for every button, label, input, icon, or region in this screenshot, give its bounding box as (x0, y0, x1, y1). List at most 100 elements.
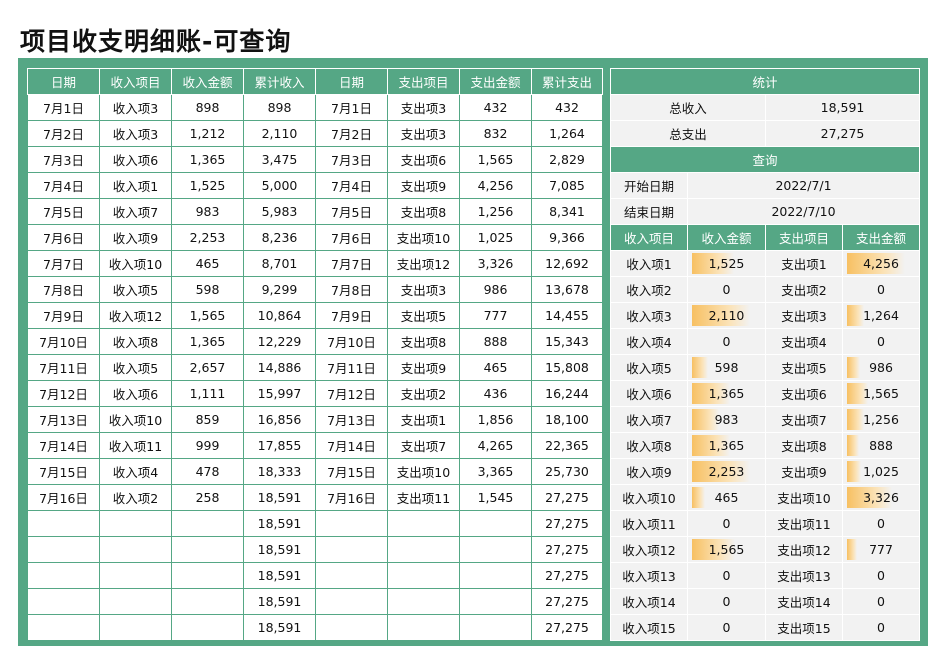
col-date-expense-cell[interactable] (315, 588, 388, 615)
col-income-amount-cell[interactable]: 2,657 (171, 354, 244, 381)
col-income-item-cell[interactable]: 收入项4 (99, 458, 172, 485)
col-income-cumulative-cell[interactable]: 5,983 (243, 198, 316, 225)
col-expense-amount-cell[interactable]: 832 (459, 120, 532, 147)
col-income-amount-cell[interactable] (171, 510, 244, 537)
col-date-expense-cell[interactable]: 7月4日 (315, 172, 388, 199)
query-expense-amount[interactable]: 0 (841, 510, 921, 537)
query-income-amount[interactable]: 1,365 (687, 380, 766, 407)
col-expense-amount-cell[interactable] (459, 510, 532, 537)
col-date-expense-cell[interactable]: 7月3日 (315, 146, 388, 173)
col-income-amount-cell[interactable] (171, 562, 244, 589)
query-income-amount[interactable]: 2,110 (687, 302, 766, 329)
query-income-amount[interactable]: 465 (687, 484, 766, 511)
col-expense-item-cell[interactable]: 支出项6 (387, 146, 460, 173)
col-income-cumulative-cell[interactable]: 18,591 (243, 588, 316, 615)
col-income-cumulative-cell[interactable]: 12,229 (243, 328, 316, 355)
col-expense-amount-cell[interactable]: 1,256 (459, 198, 532, 225)
col-date-income-cell[interactable]: 7月13日 (27, 406, 100, 433)
col-income-item-cell[interactable]: 收入项12 (99, 302, 172, 329)
query-expense-amount[interactable]: 0 (841, 276, 921, 303)
col-income-item-cell[interactable]: 收入项5 (99, 276, 172, 303)
col-income-item-cell[interactable]: 收入项3 (99, 120, 172, 147)
col-expense-cumulative-cell[interactable]: 8,341 (531, 198, 603, 225)
col-expense-item-cell[interactable]: 支出项9 (387, 172, 460, 199)
query-expense-amount[interactable]: 777 (841, 536, 921, 563)
col-income-cumulative-cell[interactable]: 18,591 (243, 536, 316, 563)
col-date-income-cell[interactable]: 7月8日 (27, 276, 100, 303)
col-income-amount-cell[interactable]: 258 (171, 484, 244, 511)
col-expense-item-cell[interactable]: 支出项2 (387, 380, 460, 407)
query-expense-amount[interactable]: 0 (841, 328, 921, 355)
col-expense-item-cell[interactable]: 支出项10 (387, 224, 460, 251)
col-date-expense-cell[interactable]: 7月11日 (315, 354, 388, 381)
col-expense-item-cell[interactable]: 支出项8 (387, 328, 460, 355)
col-date-expense-cell[interactable]: 7月12日 (315, 380, 388, 407)
col-date-expense-cell[interactable] (315, 536, 388, 563)
col-income-amount-cell[interactable]: 598 (171, 276, 244, 303)
query-income-amount[interactable]: 0 (687, 328, 766, 355)
total-expense-value[interactable]: 27,275 (764, 120, 921, 147)
col-expense-amount-cell[interactable]: 4,265 (459, 432, 532, 459)
col-expense-item-cell[interactable]: 支出项9 (387, 354, 460, 381)
col-date-income-cell[interactable]: 7月6日 (27, 224, 100, 251)
col-expense-item-cell[interactable]: 支出项11 (387, 484, 460, 511)
col-income-amount-cell[interactable]: 859 (171, 406, 244, 433)
col-expense-item-cell[interactable]: 支出项5 (387, 302, 460, 329)
col-income-cumulative-cell[interactable]: 8,236 (243, 224, 316, 251)
col-expense-amount-cell[interactable]: 3,365 (459, 458, 532, 485)
col-date-expense-cell[interactable]: 7月14日 (315, 432, 388, 459)
col-income-cumulative-cell[interactable]: 18,591 (243, 484, 316, 511)
col-income-cumulative-cell[interactable]: 9,299 (243, 276, 316, 303)
col-income-amount-cell[interactable]: 1,111 (171, 380, 244, 407)
col-expense-item-cell[interactable] (387, 562, 460, 589)
col-date-expense-cell[interactable]: 7月9日 (315, 302, 388, 329)
col-income-cumulative-cell[interactable]: 8,701 (243, 250, 316, 277)
col-expense-item-cell[interactable]: 支出项3 (387, 120, 460, 147)
query-expense-amount[interactable]: 1,025 (841, 458, 921, 485)
col-date-income-cell[interactable] (27, 614, 100, 641)
col-income-item-cell[interactable] (99, 536, 172, 563)
col-expense-item-cell[interactable]: 支出项3 (387, 276, 460, 303)
col-expense-cumulative-cell[interactable]: 2,829 (531, 146, 603, 173)
col-expense-item-cell[interactable]: 支出项7 (387, 432, 460, 459)
col-income-item-cell[interactable] (99, 588, 172, 615)
col-expense-cumulative-cell[interactable]: 27,275 (531, 614, 603, 641)
col-income-amount-cell[interactable]: 1,525 (171, 172, 244, 199)
col-income-item-cell[interactable]: 收入项10 (99, 406, 172, 433)
col-expense-cumulative-cell[interactable]: 15,808 (531, 354, 603, 381)
col-expense-amount-cell[interactable] (459, 536, 532, 563)
col-income-cumulative-cell[interactable]: 898 (243, 94, 316, 121)
col-income-amount-cell[interactable]: 1,365 (171, 146, 244, 173)
col-income-cumulative-cell[interactable]: 10,864 (243, 302, 316, 329)
col-date-income-cell[interactable]: 7月7日 (27, 250, 100, 277)
query-income-amount[interactable]: 2,253 (687, 458, 766, 485)
query-expense-amount[interactable]: 4,256 (841, 250, 921, 277)
col-income-item-cell[interactable]: 收入项2 (99, 484, 172, 511)
col-date-expense-cell[interactable]: 7月15日 (315, 458, 388, 485)
col-income-item-cell[interactable]: 收入项11 (99, 432, 172, 459)
query-income-amount[interactable]: 983 (687, 406, 766, 433)
col-date-income-cell[interactable]: 7月12日 (27, 380, 100, 407)
col-expense-cumulative-cell[interactable]: 27,275 (531, 484, 603, 511)
col-income-item-cell[interactable]: 收入项10 (99, 250, 172, 277)
col-income-cumulative-cell[interactable]: 17,855 (243, 432, 316, 459)
col-expense-item-cell[interactable] (387, 510, 460, 537)
col-expense-amount-cell[interactable]: 465 (459, 354, 532, 381)
col-date-expense-cell[interactable]: 7月5日 (315, 198, 388, 225)
query-income-amount[interactable]: 598 (687, 354, 766, 381)
col-expense-item-cell[interactable]: 支出项10 (387, 458, 460, 485)
col-expense-item-cell[interactable]: 支出项1 (387, 406, 460, 433)
col-income-item-cell[interactable]: 收入项1 (99, 172, 172, 199)
col-date-income-cell[interactable]: 7月4日 (27, 172, 100, 199)
col-date-income-cell[interactable] (27, 510, 100, 537)
col-date-expense-cell[interactable] (315, 562, 388, 589)
col-income-cumulative-cell[interactable]: 18,591 (243, 614, 316, 641)
end-date-input[interactable]: 2022/7/10 (686, 198, 921, 225)
total-income-value[interactable]: 18,591 (764, 94, 921, 121)
col-date-income-cell[interactable]: 7月11日 (27, 354, 100, 381)
col-expense-cumulative-cell[interactable]: 15,343 (531, 328, 603, 355)
query-income-amount[interactable]: 0 (687, 614, 766, 641)
query-expense-amount[interactable]: 1,565 (841, 380, 921, 407)
query-expense-amount[interactable]: 0 (841, 614, 921, 641)
start-date-input[interactable]: 2022/7/1 (686, 172, 921, 199)
